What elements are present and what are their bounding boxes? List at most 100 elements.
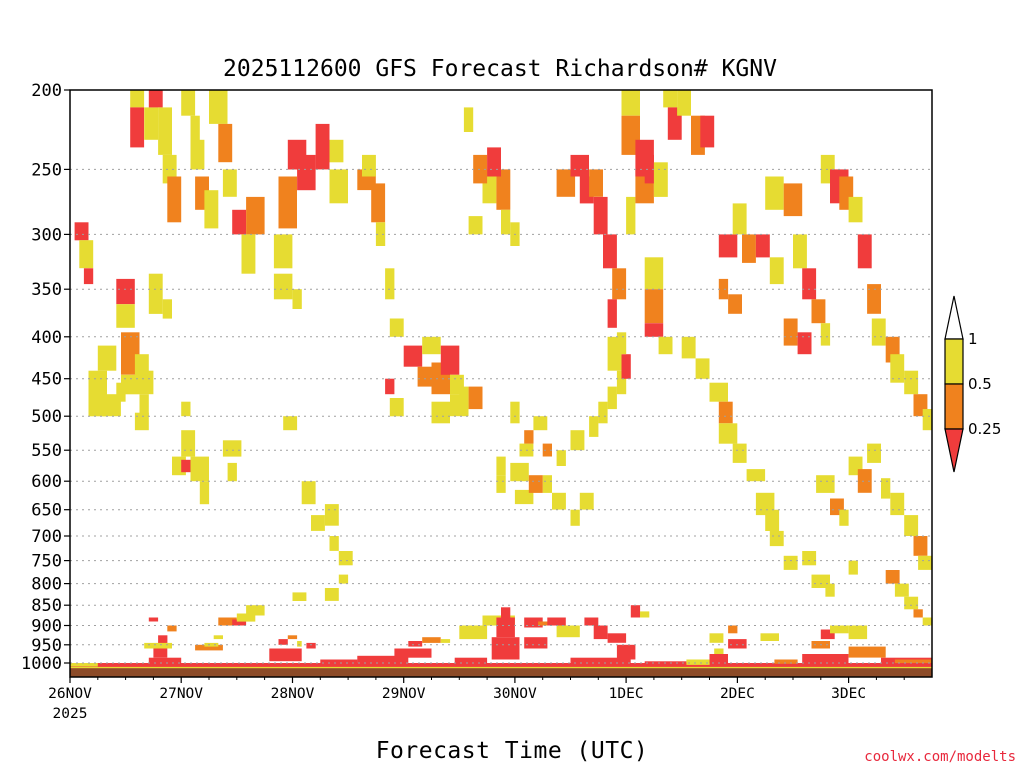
heatmap-cell xyxy=(144,642,172,649)
heatmap-cell xyxy=(496,456,506,476)
heatmap-cell xyxy=(394,648,432,658)
heatmap-cell xyxy=(227,462,237,482)
heatmap-cell xyxy=(292,592,307,601)
heatmap-cell xyxy=(431,401,450,424)
heatmap-cell xyxy=(375,222,386,246)
heatmap-cell xyxy=(695,358,710,379)
heatmap-cell xyxy=(612,268,627,300)
heatmap-cell xyxy=(797,332,812,355)
heatmap-cell xyxy=(213,635,223,640)
heatmap-cell xyxy=(501,209,511,235)
heatmap-cell xyxy=(287,635,298,640)
heatmap-cell xyxy=(116,304,135,328)
heatmap-cell xyxy=(742,234,756,263)
heatmap-cell xyxy=(913,609,923,618)
heatmap-cell xyxy=(820,323,831,346)
heatmap-cell xyxy=(283,416,298,431)
heatmap-cell xyxy=(134,412,149,431)
heatmap-cell xyxy=(709,633,724,643)
heatmap-cell xyxy=(148,657,182,665)
x-tick-label: 1DEC xyxy=(609,686,644,702)
heatmap-cell xyxy=(371,183,386,223)
legend-swatch-lt-0-25 xyxy=(944,428,964,473)
heatmap-cell xyxy=(570,509,580,526)
heatmap-cell xyxy=(315,123,330,170)
heatmap-cell xyxy=(626,196,636,235)
heatmap-cell xyxy=(121,374,140,395)
heatmap-cell xyxy=(408,641,423,647)
heatmap-cell xyxy=(190,115,200,163)
heatmap-cell xyxy=(195,644,223,651)
chart-title: 2025112600 GFS Forecast Richardson# KGNV xyxy=(223,56,777,82)
heatmap-cell xyxy=(241,234,256,274)
heatmap-cell xyxy=(728,294,742,314)
heatmap-cell xyxy=(830,625,849,634)
heatmap-cell xyxy=(487,147,501,177)
y-tick-label: 600 xyxy=(31,472,62,492)
heatmap-cell xyxy=(162,154,177,184)
ground-band xyxy=(70,668,932,677)
heatmap-cell xyxy=(209,90,228,124)
heatmap-cell xyxy=(204,642,219,647)
heatmap-cell xyxy=(760,633,779,641)
heatmap-cell xyxy=(825,583,835,597)
heatmap-cell xyxy=(422,336,441,355)
heatmap-cell xyxy=(616,370,627,395)
heatmap-cell xyxy=(783,318,798,346)
heatmap-cell xyxy=(728,625,738,634)
heatmap-cell xyxy=(324,588,339,601)
heatmap-cell xyxy=(533,416,548,431)
heatmap-cell xyxy=(640,611,650,618)
y-tick-label: 550 xyxy=(31,441,62,461)
heatmap-cell xyxy=(848,646,886,658)
heatmap-cell xyxy=(524,430,534,444)
heatmap-cell xyxy=(593,625,608,640)
x-axis: 26NOV 2025 27NOV 28NOV 29NOV 30NOV 1DEC 2DEC 3DE… xyxy=(48,677,905,722)
heatmap-cell xyxy=(222,440,242,457)
heatmap-cell xyxy=(385,378,395,395)
heatmap-cell xyxy=(593,196,608,235)
heatmap-cell xyxy=(904,596,919,610)
heatmap-cell xyxy=(190,139,205,170)
heatmap-cell xyxy=(181,90,196,116)
heatmap-cell xyxy=(542,475,552,493)
heatmap-cell xyxy=(765,509,780,531)
y-tick-label: 300 xyxy=(31,225,62,245)
heatmap-cell xyxy=(501,607,511,618)
heatmap-cell xyxy=(320,659,358,665)
heatmap-cell xyxy=(621,115,640,155)
heatmap-cell xyxy=(570,430,585,451)
heatmap-cell xyxy=(278,639,288,645)
heatmap-cell xyxy=(324,504,339,526)
heatmap-cell xyxy=(718,234,738,258)
heatmap-cell xyxy=(496,475,506,493)
heatmap-cell xyxy=(204,190,219,229)
heatmap-cell xyxy=(589,416,599,437)
heatmap-cell xyxy=(547,617,566,626)
heatmap-cell xyxy=(459,386,469,410)
heatmap-cell xyxy=(329,139,344,163)
y-axis: 200 250 300 350 400 450 500 550 600 650 700 750 8008… xyxy=(21,81,70,674)
heatmap-cell xyxy=(714,648,724,654)
heatmap-cell xyxy=(802,268,817,300)
heatmap-cell xyxy=(422,637,441,643)
legend-label-0-5: 0.5 xyxy=(968,375,992,393)
heatmap-cell xyxy=(301,481,316,505)
heatmap-cell xyxy=(598,401,608,424)
heatmap-cell xyxy=(621,354,631,379)
y-tick-label: 450 xyxy=(31,370,62,390)
y-tick-label: 800 xyxy=(31,575,62,595)
heatmap-cell xyxy=(246,605,265,616)
heatmap-cell xyxy=(102,394,121,417)
x-tick-label: 28NOV xyxy=(271,686,315,702)
heatmap-cell xyxy=(894,659,932,664)
x-tick-sublabel: 2025 xyxy=(53,706,88,722)
heatmap-cell xyxy=(922,617,932,626)
heatmap-cell xyxy=(88,398,107,417)
heatmap-cell xyxy=(616,644,636,660)
y-tick-label: 200 xyxy=(31,81,62,101)
heatmap-cell xyxy=(894,583,909,597)
heatmap-cell xyxy=(769,257,784,285)
heatmap-cell xyxy=(890,492,905,516)
heatmap-cell xyxy=(700,115,715,148)
